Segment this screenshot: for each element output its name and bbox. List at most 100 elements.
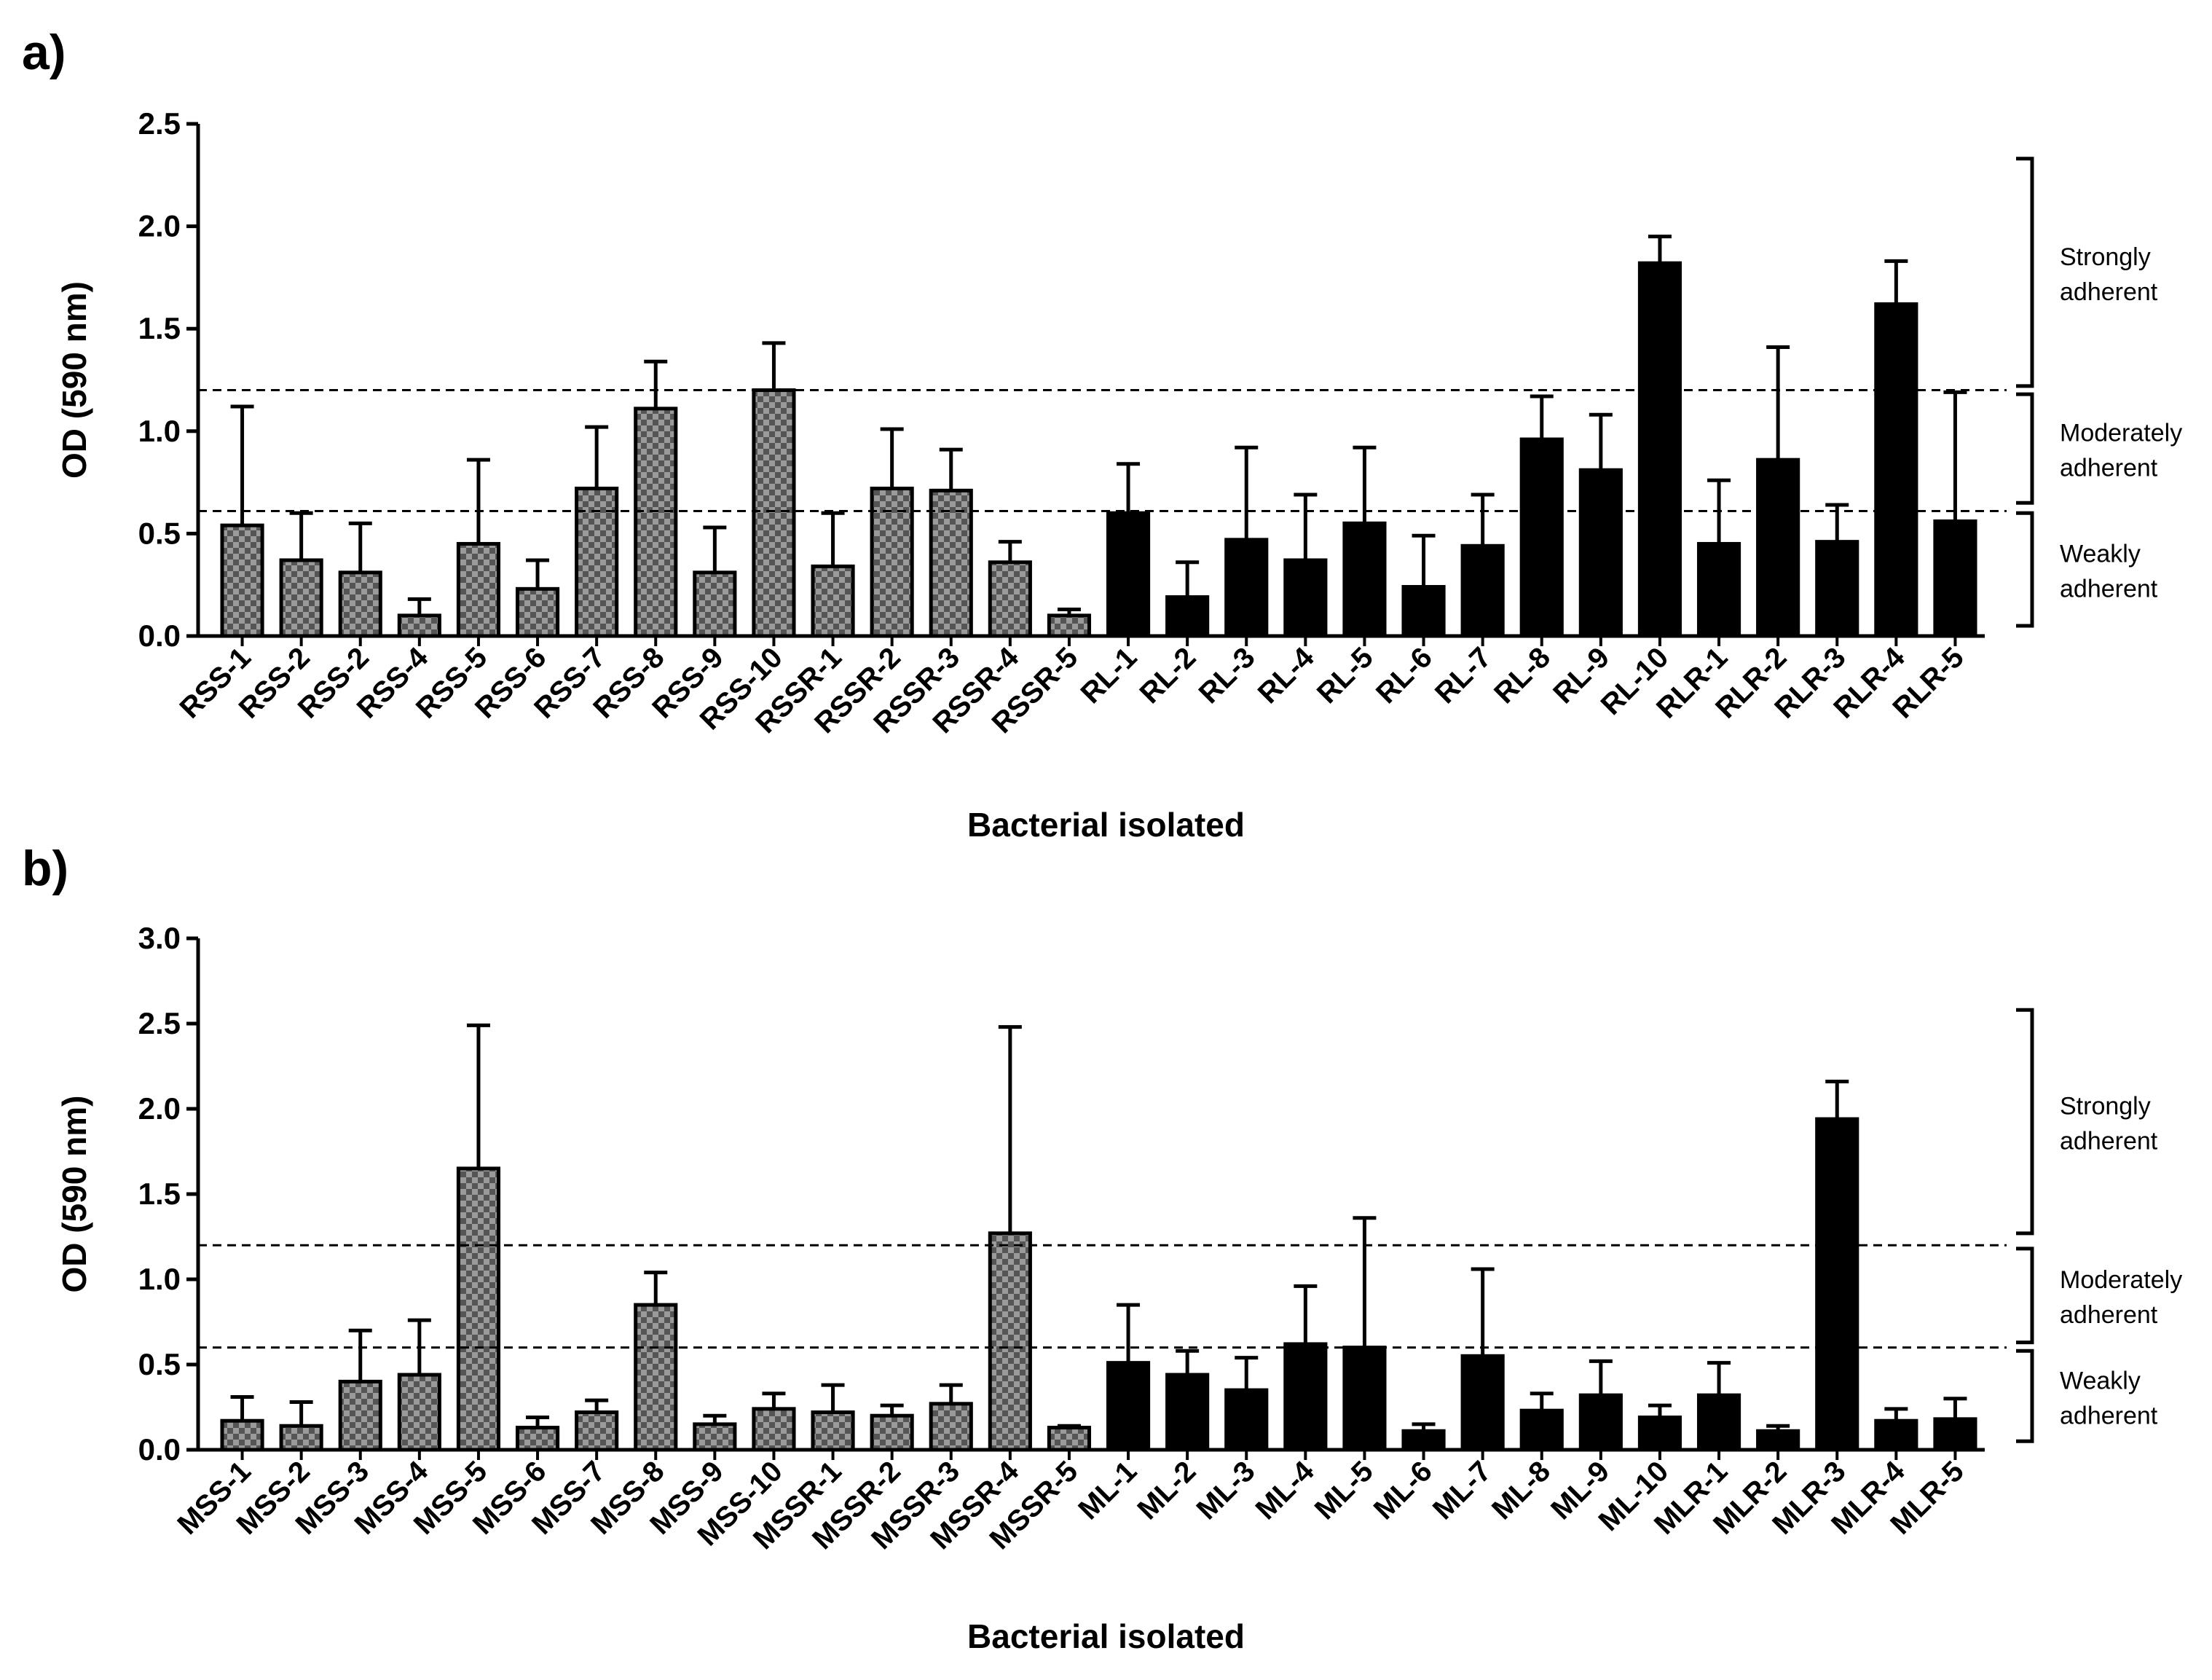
bar-rss-1 — [220, 523, 264, 638]
bar-mss-3 — [338, 1379, 382, 1452]
category-label: ML-7 — [1427, 1455, 1497, 1526]
category-label: RL-2 — [1134, 641, 1203, 710]
bar-ml-5 — [1342, 1346, 1387, 1452]
zone-bracket — [2016, 511, 2034, 628]
bar-mssr-3 — [929, 1402, 973, 1452]
bar-ml-2 — [1165, 1373, 1210, 1452]
bar-mssr-5 — [1047, 1426, 1092, 1452]
bar-rlr-3 — [1815, 540, 1859, 638]
zone-label-line1: Weakly — [2060, 1367, 2141, 1394]
bar-rss-7 — [575, 487, 619, 638]
bar-ml-8 — [1519, 1408, 1564, 1452]
bar-ml-10 — [1637, 1416, 1682, 1452]
bar-rl-8 — [1519, 437, 1564, 638]
bar-rss-8 — [634, 407, 678, 638]
zone-label-line1: Moderately — [2060, 1266, 2182, 1294]
bar-rlr-1 — [1696, 541, 1741, 638]
y-axis-title: OD (590 nm) — [55, 281, 93, 479]
bar-rl-2 — [1165, 595, 1210, 638]
category-label: ML-4 — [1250, 1455, 1321, 1526]
category-label: RL-8 — [1488, 641, 1556, 710]
bar-ml-6 — [1401, 1429, 1446, 1452]
bar-rssr-1 — [811, 564, 855, 638]
category-label: RL-3 — [1193, 641, 1262, 710]
zone-label-line1: Strongly — [2060, 243, 2151, 271]
category-label: ML-3 — [1191, 1455, 1262, 1526]
y-tick-label: 2.0 — [138, 209, 181, 243]
y-axis-title: OD (590 nm) — [55, 1096, 93, 1293]
bar-mlr-2 — [1756, 1429, 1800, 1452]
bar-mss-6 — [515, 1426, 560, 1452]
bar-rl-10 — [1637, 261, 1682, 638]
bar-ml-1 — [1106, 1361, 1151, 1452]
bar-mss-1 — [220, 1418, 264, 1452]
bar-mlr-3 — [1815, 1117, 1859, 1452]
category-label: RL-4 — [1252, 641, 1320, 710]
x-axis-title: Bacterial isolated — [967, 806, 1245, 844]
panel-label: a) — [22, 25, 66, 80]
category-label: RL-5 — [1311, 641, 1379, 710]
bar-ml-7 — [1460, 1354, 1505, 1452]
y-tick-label: 1.5 — [138, 311, 181, 345]
panel-b: b) 0.0 0.5 1.0 1.5 2.0 2.5 3.0 OD (590 nm) Bacter… — [22, 841, 2182, 1655]
zone-label-line1: Weakly — [2060, 541, 2141, 568]
bar-mss-5 — [456, 1166, 501, 1452]
zone-bracket — [2016, 1349, 2034, 1443]
zone-label-line2: adherent — [2060, 1128, 2158, 1155]
zone-bracket — [2016, 157, 2034, 388]
y-tick-label: 2.5 — [138, 106, 181, 141]
bar-rss-6 — [515, 586, 560, 638]
category-label: ML-2 — [1131, 1455, 1202, 1526]
category-label: ML-5 — [1309, 1455, 1379, 1526]
category-label: RL-1 — [1074, 641, 1143, 710]
bar-mlr-5 — [1933, 1417, 1977, 1452]
bar-rss-9 — [693, 570, 737, 638]
bar-rss-2 — [338, 570, 382, 638]
bar-rl-5 — [1342, 521, 1387, 638]
bar-ml-4 — [1283, 1342, 1328, 1452]
bar-mss-10 — [752, 1407, 796, 1452]
bar-ml-9 — [1578, 1393, 1623, 1452]
bar-mss-2 — [279, 1424, 323, 1452]
bar-mssr-4 — [988, 1231, 1032, 1452]
y-tick-label: 1.0 — [138, 414, 181, 448]
category-label: RL-6 — [1370, 641, 1438, 710]
y-tick-label: 2.5 — [138, 1006, 181, 1040]
category-label: RL-7 — [1429, 641, 1497, 710]
zone-bracket — [2016, 392, 2034, 505]
bar-mss-9 — [693, 1422, 737, 1452]
bar-rss-4 — [397, 613, 441, 638]
bar-rl-9 — [1578, 468, 1623, 638]
zone-label-line2: adherent — [2060, 278, 2158, 306]
bar-rss-10 — [752, 388, 796, 638]
bar-mss-8 — [634, 1303, 678, 1452]
zone-bracket — [2016, 1247, 2034, 1345]
bar-rssr-2 — [870, 487, 914, 638]
bar-rlr-4 — [1874, 302, 1918, 638]
y-tick-label: 0.5 — [138, 516, 181, 550]
bar-rl-3 — [1224, 538, 1269, 638]
bar-mssr-2 — [870, 1413, 914, 1452]
panel-label: b) — [22, 841, 68, 896]
y-tick-label: 1.0 — [138, 1262, 181, 1296]
bar-rl-7 — [1460, 543, 1505, 638]
zone-bracket — [2016, 1008, 2034, 1236]
bar-rl-4 — [1283, 558, 1328, 638]
zone-label-line1: Moderately — [2060, 420, 2182, 447]
bar-rl-1 — [1106, 511, 1151, 638]
bar-mlr-4 — [1874, 1418, 1918, 1452]
y-tick-label: 3.0 — [138, 921, 181, 955]
category-label: ML-1 — [1072, 1455, 1143, 1526]
zone-label-line2: adherent — [2060, 455, 2158, 482]
bar-rl-6 — [1401, 585, 1446, 638]
bar-rssr-4 — [988, 560, 1032, 638]
zone-label-line2: adherent — [2060, 1301, 2158, 1329]
panel-a: a) 0.0 0.5 1.0 1.5 2.0 2.5 OD (590 nm) Bacterial… — [22, 25, 2182, 844]
category-label: ML-8 — [1486, 1455, 1556, 1526]
zone-label-line2: adherent — [2060, 1402, 2158, 1429]
bar-rss-5 — [456, 541, 501, 638]
bar-mss-4 — [397, 1373, 441, 1452]
bar-mss-7 — [575, 1410, 619, 1452]
bar-rlr-2 — [1756, 458, 1800, 638]
